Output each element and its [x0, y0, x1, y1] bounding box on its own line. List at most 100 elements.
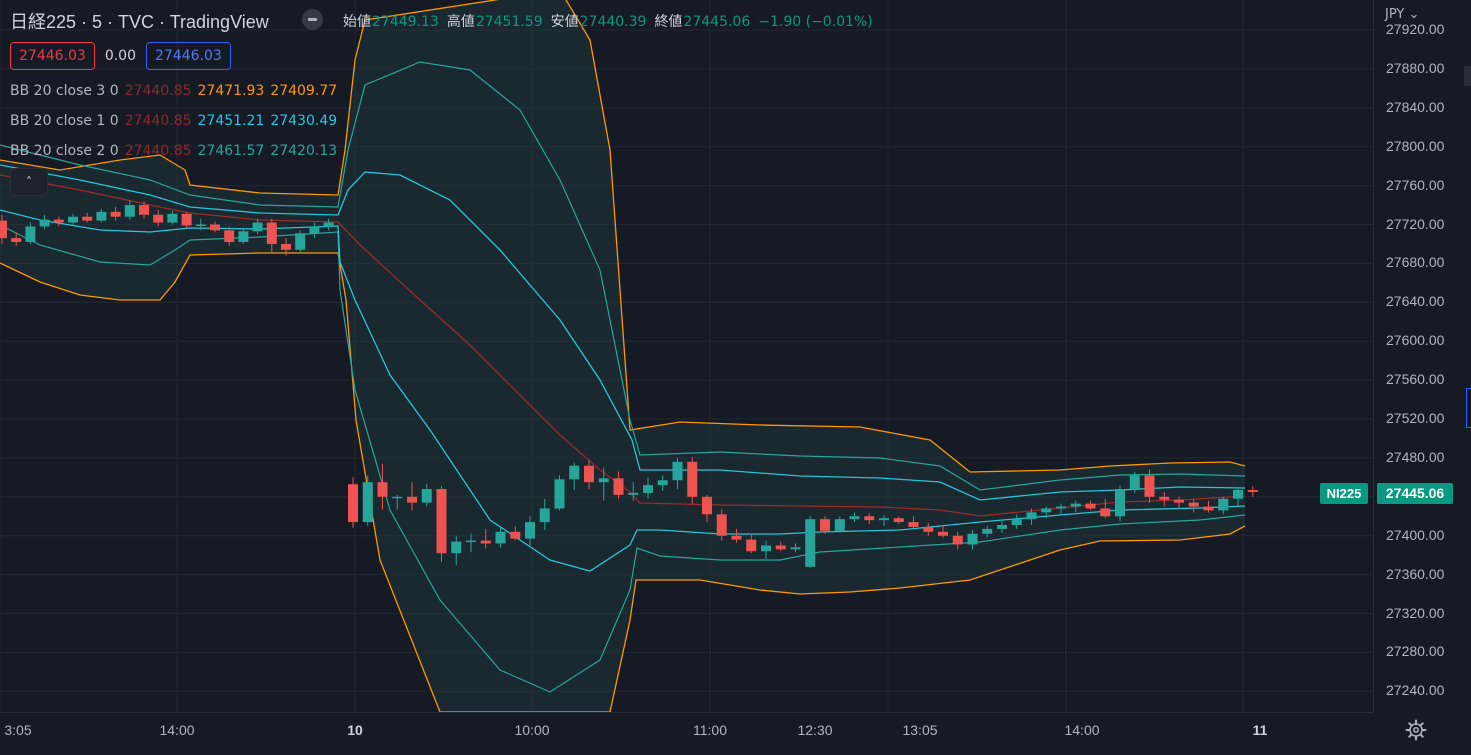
candle-body [1100, 508, 1111, 517]
candle-body [584, 465, 594, 483]
price-tick-label: 27920.00 [1386, 21, 1445, 37]
indicator-bb-3[interactable]: BB 20 close 3 0 27440.85 27471.93 27409.77 [10, 83, 337, 99]
candle-body [11, 238, 22, 243]
price-tick-label: 27600.00 [1386, 332, 1445, 349]
candle-body [539, 508, 550, 523]
candle-body [805, 519, 816, 567]
ohlc-value: 27440.39 [579, 14, 647, 30]
bid-ask-panel: 27446.03 0.00 27446.03 [10, 42, 231, 70]
candle-body [323, 222, 334, 227]
bb3-lower-line [0, 252, 1246, 712]
candle-body [1085, 503, 1096, 509]
candle-body [893, 518, 904, 523]
candle-body [525, 522, 535, 539]
candle-body [238, 231, 249, 243]
candle-body [554, 479, 565, 509]
candle-body [746, 539, 757, 552]
ohlc-value: 27445.06 [683, 14, 751, 30]
candle-body [997, 525, 1007, 529]
spread-value: 0.00 [104, 48, 136, 64]
ohlc-readout: 始値27449.13 高値27451.59 安値27440.39 終値27445.06… [343, 11, 881, 31]
price-tick-label: 27880.00 [1386, 59, 1445, 76]
sell-price-button[interactable]: 27446.03 [10, 42, 95, 70]
candle-body [309, 226, 320, 234]
candle-body [451, 541, 462, 554]
basis-value: 27440.85 [124, 83, 192, 99]
price-chart[interactable] [0, 0, 1373, 712]
time-tick-label: 11 [1252, 722, 1268, 738]
candle-body [952, 535, 963, 545]
candle-body [1159, 496, 1170, 500]
symbol-price-tag: NI225 [1320, 483, 1368, 504]
price-tick-label: 27400.00 [1386, 526, 1445, 543]
price-tick-label: 27640.00 [1386, 293, 1445, 310]
buy-price-button[interactable]: 27446.03 [145, 42, 231, 70]
upper-value: 27451.21 [197, 113, 265, 129]
price-tick-label: 27520.00 [1386, 410, 1445, 426]
ohlc-value: 27451.59 [475, 14, 543, 30]
candle-body [252, 222, 263, 232]
candle-body [281, 243, 291, 250]
candle-body [224, 230, 235, 243]
currency-label: JPY [1385, 7, 1405, 22]
currency-selector[interactable]: JPY ⌄ [1385, 7, 1419, 22]
indicator-bb-2[interactable]: BB 20 close 2 0 27440.85 27461.57 27420.13 [10, 143, 337, 159]
chevron-down-icon: ⌄ [1408, 7, 1420, 22]
collapse-legend-icon[interactable] [302, 9, 323, 30]
candle-body [124, 205, 135, 217]
candle-body [510, 531, 521, 539]
time-tick-label: 11:00 [693, 722, 727, 738]
candle-body [657, 480, 668, 486]
candle-body [967, 533, 978, 545]
indicator-name: BB 20 close 2 0 [10, 143, 119, 159]
candle-body [210, 224, 220, 231]
candle-body [181, 213, 192, 226]
candle-body [436, 489, 447, 554]
candle-body [110, 211, 121, 217]
candle-body [849, 516, 860, 520]
ohlc-key: 高値 [446, 14, 475, 30]
candle-body [613, 478, 624, 495]
candle-body [820, 519, 830, 531]
candle-body [1026, 512, 1037, 520]
candle-body [982, 528, 993, 534]
ohlc-key: 始値 [343, 14, 371, 30]
candle-body [1056, 506, 1066, 509]
chevron-up-icon[interactable]: ˄ [10, 168, 48, 196]
candle-body [495, 531, 506, 544]
candle-body [96, 211, 107, 221]
candle-body [1233, 489, 1243, 499]
time-axis[interactable]: 3:05 14:00 10 10:00 11:00 12:30 13:05 14:00 11 [0, 712, 1373, 755]
bb1-upper-line [0, 164, 1246, 501]
candle-body [25, 226, 36, 243]
price-tick-label: 27560.00 [1386, 371, 1445, 388]
candle-body [39, 219, 50, 227]
bb3-upper-line [0, 0, 1246, 473]
bb-basis-line [0, 174, 1246, 517]
indicator-name: BB 20 close 1 0 [10, 113, 119, 129]
indicator-bb-1[interactable]: BB 20 close 1 0 27440.85 27451.21 27430.49 [10, 113, 337, 129]
scroll-handle[interactable] [1466, 388, 1471, 428]
upper-value: 27471.93 [197, 83, 265, 99]
candle-body [687, 461, 698, 497]
bb2-upper-line [0, 61, 1246, 491]
symbol-title[interactable]: 日経225 · 5 · TVC · TradingView [10, 12, 269, 32]
scale-handle[interactable] [1464, 66, 1471, 86]
candle-body [1203, 506, 1214, 511]
candle-body [1115, 489, 1125, 517]
time-tick-label: 14:00 [1064, 722, 1100, 738]
price-tick-label: 27480.00 [1386, 448, 1445, 465]
price-tick-label: 27680.00 [1386, 254, 1445, 271]
candle-body [864, 516, 875, 521]
bb1-lower-line [0, 209, 1246, 572]
candle-body [1188, 502, 1199, 507]
price-axis[interactable]: 27920.00 27880.00 27840.00 27800.00 27760.00… [1373, 0, 1471, 712]
indicator-name: BB 20 close 3 0 [10, 83, 119, 99]
time-tick-label: 12:30 [797, 722, 833, 738]
gear-icon[interactable] [1404, 718, 1428, 742]
price-tick-label: 27720.00 [1386, 215, 1445, 232]
candle-body [82, 216, 93, 221]
candle-body [761, 545, 771, 552]
candle-body [407, 496, 417, 503]
